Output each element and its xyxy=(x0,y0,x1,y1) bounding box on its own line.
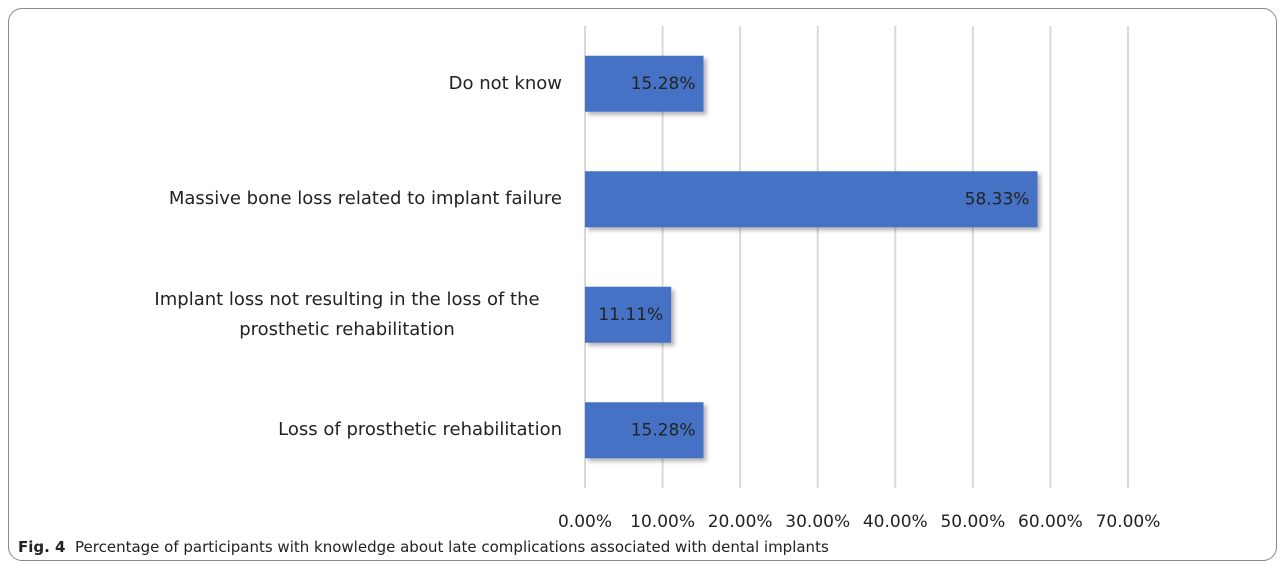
x-tick-label: 60.00% xyxy=(1018,512,1083,532)
x-tick-label: 40.00% xyxy=(863,512,928,532)
figure-frame xyxy=(8,8,1277,561)
x-tick-label: 0.00% xyxy=(558,512,612,532)
caption-text: Percentage of participants with knowledg… xyxy=(75,538,829,556)
x-tick-label: 30.00% xyxy=(785,512,850,532)
caption-label: Fig. 4 xyxy=(18,538,66,556)
x-tick-label: 70.00% xyxy=(1096,512,1161,532)
bar xyxy=(585,286,672,343)
x-tick-label: 20.00% xyxy=(708,512,773,532)
bar xyxy=(585,171,1038,228)
caption: Fig. 4 Percentage of participants with k… xyxy=(18,538,829,556)
x-tick-label: 10.00% xyxy=(630,512,695,532)
bar xyxy=(585,402,704,459)
value-label: 11.11% xyxy=(598,305,663,325)
y-tick-label: Implant loss not resulting in the loss o… xyxy=(154,288,540,340)
y-tick-label: Massive bone loss related to implant fai… xyxy=(168,188,562,210)
x-tick-label: 50.00% xyxy=(940,512,1005,532)
bar xyxy=(585,55,704,112)
value-label: 15.28% xyxy=(631,74,696,94)
y-tick-label: Loss of prosthetic rehabilitation xyxy=(278,419,562,441)
y-tick-label: Do not know xyxy=(448,72,562,94)
value-label: 58.33% xyxy=(965,189,1030,209)
value-label: 15.28% xyxy=(631,420,696,440)
